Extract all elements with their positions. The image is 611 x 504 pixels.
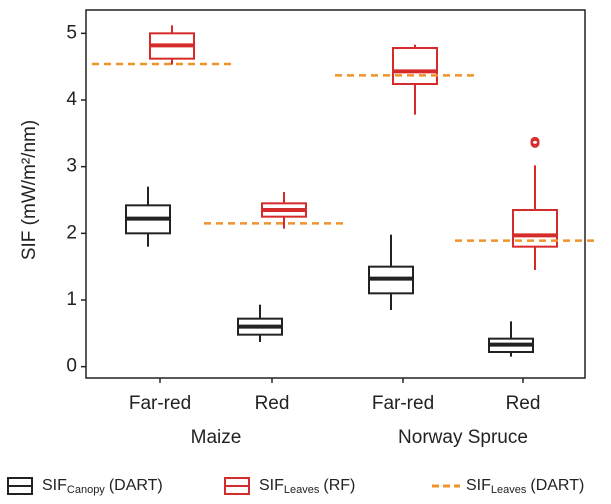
y-tick-label: 0 xyxy=(66,356,77,377)
x-tick-label: Far-red xyxy=(372,393,434,414)
y-tick-label: 3 xyxy=(66,156,77,177)
group-label: Maize xyxy=(191,427,242,448)
y-axis-label: SIF (mW/m²/nm) xyxy=(19,120,40,260)
legend-name: SIF xyxy=(259,477,284,494)
legend-subscript: Canopy xyxy=(67,484,105,496)
legend-name: SIF xyxy=(466,477,491,494)
legend-suffix: (DART) xyxy=(109,477,163,494)
x-tick-label: Red xyxy=(506,393,541,414)
plot-frame xyxy=(85,9,586,379)
legend-suffix: (DART) xyxy=(530,477,584,494)
y-tick-label: 1 xyxy=(66,289,77,310)
box xyxy=(392,47,438,85)
y-tick-label: 2 xyxy=(66,222,77,243)
x-tick-label: Red xyxy=(255,393,290,414)
y-tick-label: 4 xyxy=(66,89,77,110)
legend-suffix: (RF) xyxy=(323,477,355,494)
legend-subscript: Leaves xyxy=(491,484,527,496)
legend-name: SIF xyxy=(42,477,67,494)
legend-subscript: Leaves xyxy=(284,484,320,496)
legend-label: SIFCanopy (DART) xyxy=(42,477,163,496)
legend-label: SIFLeaves (RF) xyxy=(259,477,355,496)
outlier xyxy=(530,136,540,146)
x-tick-label: Far-red xyxy=(129,393,191,414)
y-tick-label: 5 xyxy=(66,22,77,43)
box xyxy=(512,209,558,248)
legend-label: SIFLeaves (DART) xyxy=(466,477,584,496)
group-label: Norway Spruce xyxy=(398,427,528,448)
